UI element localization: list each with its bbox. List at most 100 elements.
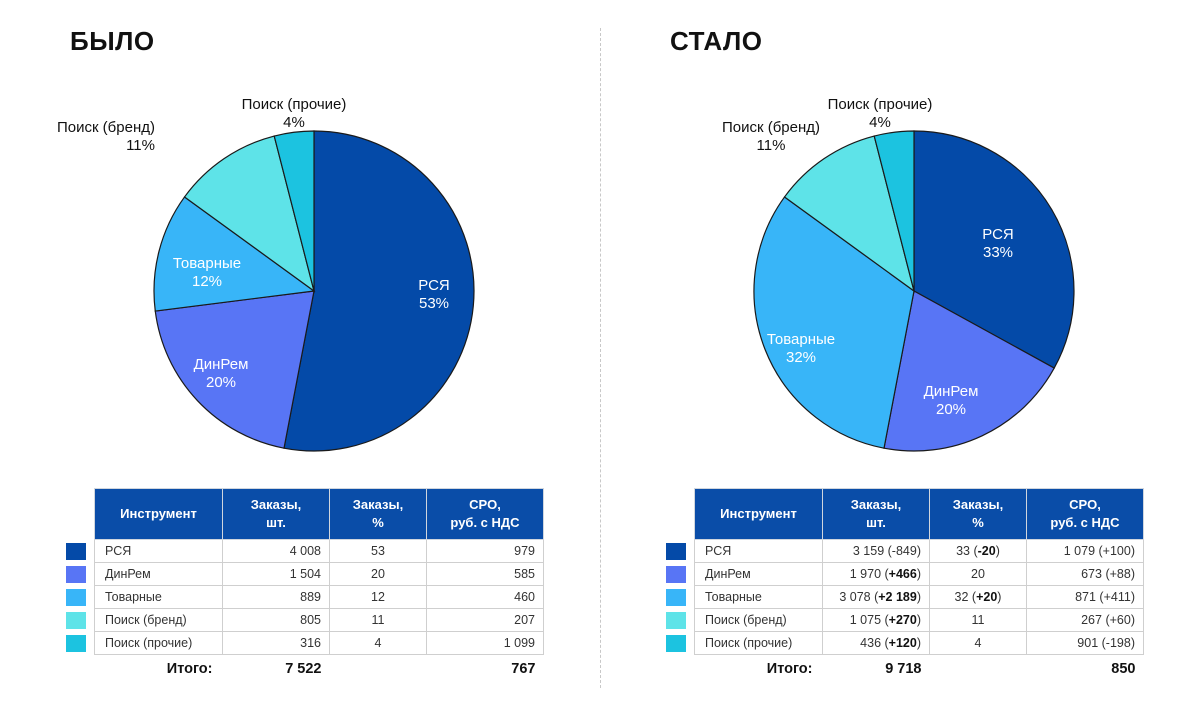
pie-label-динрем: ДинРем 20% [194, 356, 249, 391]
row-name: Товарные [694, 585, 823, 609]
row-percent: 11 [329, 608, 427, 632]
row-cpo: 1 079 (+100) [1026, 539, 1144, 563]
pie-slice-поиск-бренд [783, 135, 915, 293]
pie-label-рся: РСЯ 53% [418, 277, 450, 312]
column-header: CPO, руб. с НДС [426, 488, 544, 540]
pie-chart: РСЯ 53% ДинРем 20% Товарные 12% Поиск (бренд) 1… [57, 96, 475, 452]
row-cpo: 585 [426, 562, 544, 586]
row-cpo: 1 099 [426, 631, 544, 655]
table-row: ДинРем 1 504 20 585 [66, 562, 544, 586]
legend-swatch [666, 611, 686, 629]
legend-swatch [666, 542, 686, 560]
swatch-header [66, 489, 95, 540]
row-orders: 316 [222, 631, 330, 655]
pie-label-рся: РСЯ 33% [982, 226, 1014, 261]
column-header: Инструмент [694, 488, 823, 540]
row-orders: 1 075 (+270) [822, 608, 930, 632]
row-cpo: 871 (+411) [1026, 585, 1144, 609]
table-row: Товарные 3 078 (+2 189) 32 (+20) 871 (+411) [666, 585, 1144, 609]
total-cpo: 767 [511, 661, 536, 677]
table-row: Поиск (прочие) 436 (+120) 4 901 (-198) [666, 631, 1144, 655]
row-name: ДинРем [94, 562, 223, 586]
data-table: Инструмент Заказы, шт. Заказы,% CPO, руб. с Н… [66, 488, 544, 683]
row-cpo: 460 [426, 585, 544, 609]
table-row: Поиск (бренд) 1 075 (+270) 11 267 (+60) [666, 608, 1144, 632]
row-cpo: 207 [426, 608, 544, 632]
pie-slice-поиск-прочие [273, 130, 315, 292]
swatch-header [666, 489, 695, 540]
row-name: Поиск (бренд) [94, 608, 223, 632]
pie-slice-товарные [153, 196, 316, 312]
row-name: Поиск (бренд) [694, 608, 823, 632]
pie-slice-товарные [753, 196, 915, 449]
column-header: Заказы,% [929, 488, 1027, 540]
total-orders: 7 522 [285, 661, 322, 677]
pie-slice-поиск-прочие [873, 130, 915, 292]
total-cpo: 850 [1111, 661, 1136, 677]
pie-slice-динрем [883, 290, 1056, 452]
row-cpo: 979 [426, 539, 544, 563]
row-percent: 12 [329, 585, 427, 609]
table-row: ДинРем 1 970 (+466) 20 673 (+88) [666, 562, 1144, 586]
legend-swatch [666, 588, 686, 606]
legend-swatch [66, 588, 86, 606]
row-orders: 805 [222, 608, 330, 632]
panel-title: БЫЛО [70, 26, 155, 56]
pie-label-динрем: ДинРем 20% [924, 383, 979, 418]
pie-label-поиск-бренд: Поиск (бренд) 11% [722, 119, 820, 154]
row-orders: 1 504 [222, 562, 330, 586]
total-label: Итого: [166, 661, 213, 677]
panel-title: СТАЛО [670, 26, 763, 56]
divider [600, 28, 601, 688]
pie-label-поиск-бренд: Поиск (бренд) 11% [57, 119, 155, 154]
row-name: РСЯ [94, 539, 223, 563]
row-cpo: 901 (-198) [1026, 631, 1144, 655]
legend-swatch [66, 542, 86, 560]
column-header: Заказы, шт. [822, 488, 930, 540]
row-name: Товарные [94, 585, 223, 609]
row-percent: 11 [929, 608, 1027, 632]
row-name: Поиск (прочие) [694, 631, 823, 655]
total-row: Итого: 9 718 850 [666, 655, 1144, 684]
table-row: РСЯ 3 159 (-849) 33 (-20) 1 079 (+100) [666, 539, 1144, 563]
pie-label-поиск-прочие: Поиск (прочие) 4% [828, 96, 933, 131]
column-header: Инструмент [94, 488, 223, 540]
total-orders: 9 718 [885, 661, 922, 677]
legend-swatch [66, 565, 86, 583]
data-table: Инструмент Заказы, шт. Заказы,% CPO, руб. с Н… [666, 488, 1144, 683]
row-percent: 20 [929, 562, 1027, 586]
row-percent: 20 [329, 562, 427, 586]
row-name: ДинРем [694, 562, 823, 586]
row-percent: 4 [329, 631, 427, 655]
pie-label-товарные: Товарные 12% [173, 255, 241, 290]
row-name: Поиск (прочие) [94, 631, 223, 655]
pie-chart: РСЯ 33% ДинРем 20% Товарные 32% Поиск (бренд) 1… [722, 96, 1075, 452]
row-orders: 4 008 [222, 539, 330, 563]
pie-slice-рся [283, 130, 475, 452]
pie-label-товарные: Товарные 32% [767, 331, 835, 366]
legend-swatch [66, 634, 86, 652]
total-label: Итого: [766, 661, 813, 677]
column-header: CPO, руб. с НДС [1026, 488, 1144, 540]
pie-slice-поиск-бренд [183, 135, 315, 293]
row-percent: 53 [329, 539, 427, 563]
row-orders: 436 (+120) [822, 631, 930, 655]
pie-slice-динрем [154, 290, 315, 449]
row-cpo: 267 (+60) [1026, 608, 1144, 632]
table-row: Товарные 889 12 460 [66, 585, 544, 609]
row-orders: 3 159 (-849) [822, 539, 930, 563]
total-row: Итого: 7 522 767 [66, 655, 544, 684]
row-orders: 1 970 (+466) [822, 562, 930, 586]
legend-swatch [666, 634, 686, 652]
table-row: РСЯ 4 008 53 979 [66, 539, 544, 563]
legend-swatch [666, 565, 686, 583]
pie-slice-рся [913, 130, 1075, 369]
row-percent: 32 (+20) [929, 585, 1027, 609]
panel-after: СТАЛО РСЯ 33% ДинРем 20% Товарные 32% Поиск (б… [600, 0, 1200, 709]
table-row: Поиск (прочие) 316 4 1 099 [66, 631, 544, 655]
table-row: Поиск (бренд) 805 11 207 [66, 608, 544, 632]
row-orders: 3 078 (+2 189) [822, 585, 930, 609]
column-header: Заказы, шт. [222, 488, 330, 540]
row-cpo: 673 (+88) [1026, 562, 1144, 586]
row-percent: 4 [929, 631, 1027, 655]
